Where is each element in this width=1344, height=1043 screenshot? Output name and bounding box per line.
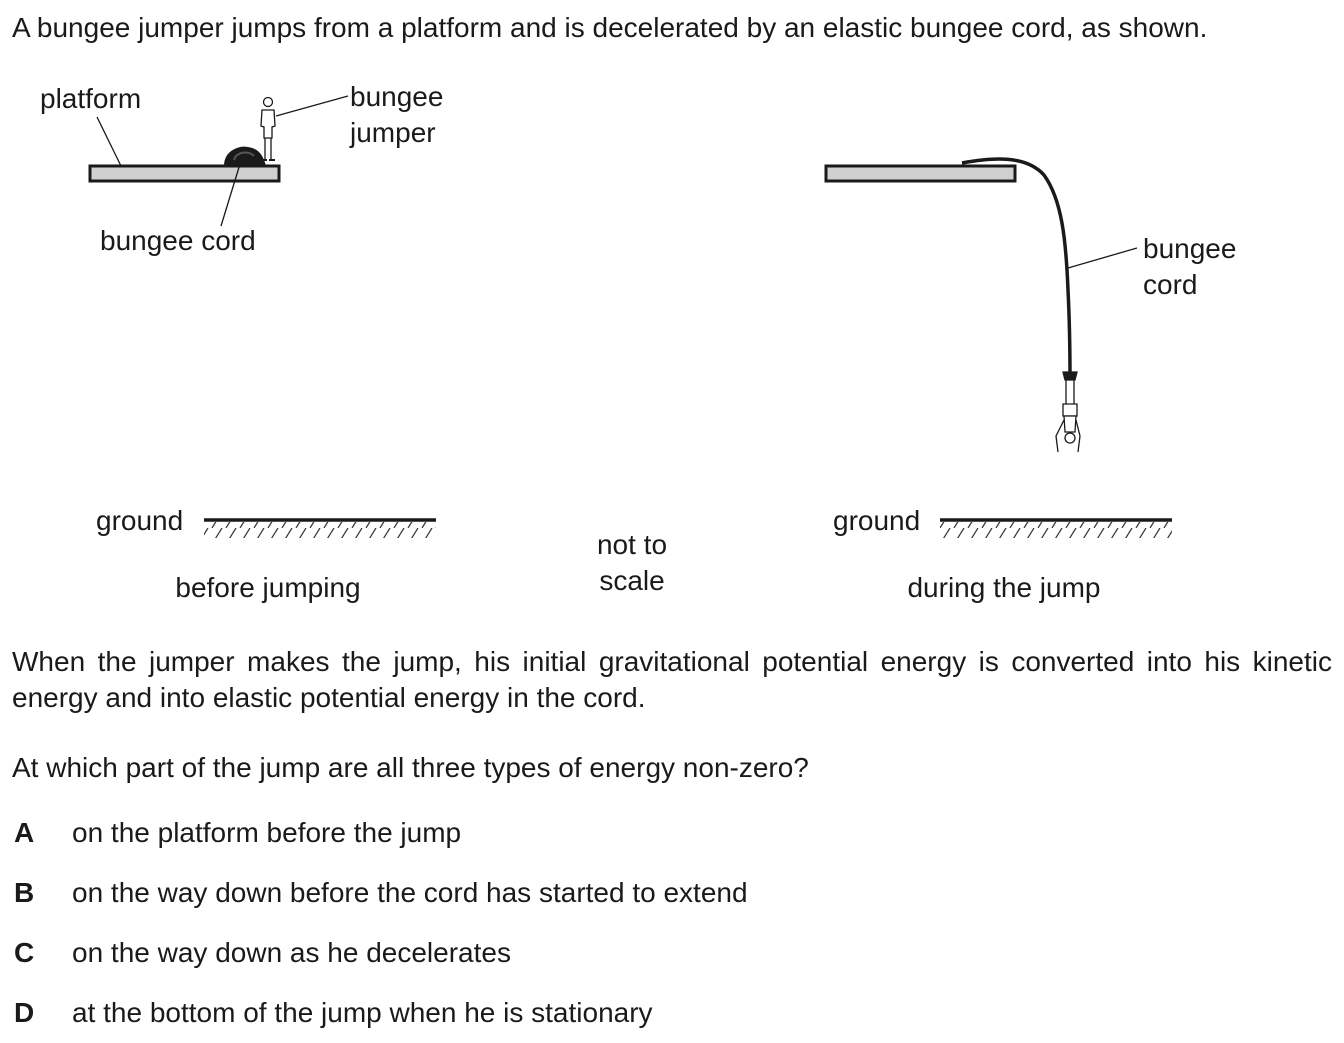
caption-before-jumping: before jumping [175, 572, 360, 603]
caption-during-jump: during the jump [907, 572, 1100, 603]
ground-label-right: ground [833, 505, 920, 536]
platform-leader-line [96, 116, 122, 167]
cord-leader-line-right [1067, 247, 1138, 269]
option-d-letter: D [14, 997, 35, 1028]
standing-jumper-figure [260, 96, 276, 161]
intro-text: A bungee jumper jumps from a platform an… [12, 12, 1208, 43]
bungee-diagram: platform bungee jumper bungee cord groun… [40, 81, 1236, 603]
before-jumping-diagram: platform bungee jumper bungee cord groun… [40, 81, 443, 603]
option-a-letter: A [14, 817, 35, 848]
platform-right [824, 164, 1017, 183]
ground-hatch-left [204, 522, 436, 538]
jumper-leader-line [275, 95, 349, 117]
option-d-text: at the bottom of the jump when he is sta… [72, 997, 653, 1028]
ground-label-left: ground [96, 505, 183, 536]
platform-label: platform [40, 83, 141, 114]
option-b-letter: B [14, 877, 35, 908]
ground-hatch-right [940, 522, 1172, 538]
jumper-label-line2: jumper [349, 117, 436, 148]
option-c-letter: C [14, 937, 35, 968]
option-b-text: on the way down before the cord has star… [72, 877, 748, 908]
coiled-bungee-cord [224, 146, 266, 167]
during-jump-diagram: bungee cord ground during the jump [824, 157, 1236, 603]
hanging-jumper-figure [1055, 371, 1081, 453]
cord-leader-line [220, 163, 241, 227]
platform-left [88, 164, 281, 183]
cord-label-right-line1: bungee [1143, 233, 1236, 264]
option-a-text: on the platform before the jump [72, 817, 462, 848]
question-text: At which part of the jump are all three … [12, 752, 809, 783]
not-to-scale-line1: not to [597, 529, 667, 560]
cord-label-right-line2: cord [1143, 269, 1197, 300]
extended-bungee-cord [961, 157, 1072, 379]
jumper-label-line1: bungee [350, 81, 443, 112]
cord-label-left: bungee cord [100, 225, 256, 256]
option-c-text: on the way down as he decelerates [72, 937, 511, 968]
not-to-scale-line2: scale [599, 565, 664, 596]
energy-paragraph: When the jumper makes the jump, his init… [12, 646, 1332, 713]
